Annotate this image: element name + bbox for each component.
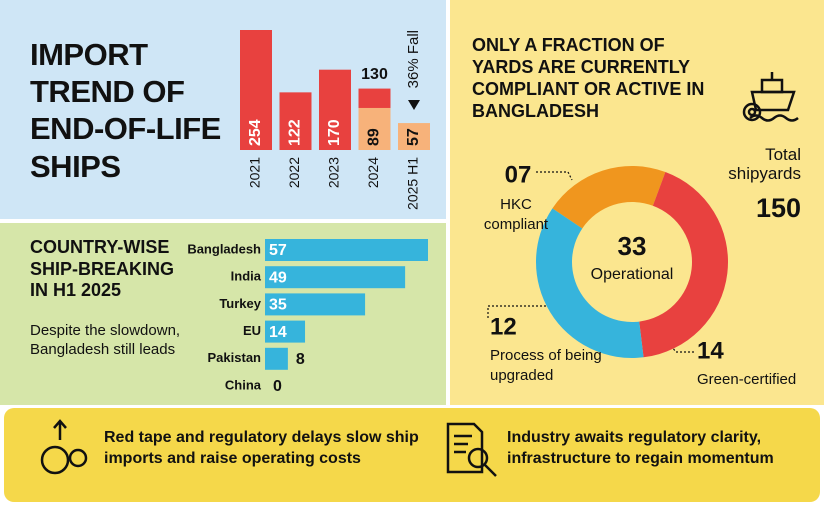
value-label: 12 — [490, 313, 517, 340]
value-label: 35 — [269, 297, 287, 314]
bar — [265, 293, 366, 316]
value-label: 0 — [273, 378, 282, 395]
leader-lines — [487, 171, 694, 353]
total-value: 150 — [755, 193, 801, 223]
bar — [319, 69, 351, 150]
donut-segment — [536, 208, 644, 359]
category-label: Process of being upgraded — [490, 347, 602, 384]
center-value: 33 — [618, 231, 647, 261]
value-label: 170 — [326, 119, 343, 146]
donut-segment — [552, 166, 666, 229]
bar — [265, 239, 428, 261]
chart-subtitle: Despite the slowdown, Bangladesh still l… — [30, 322, 181, 358]
value-label: 8 — [296, 351, 305, 368]
value-label: 14 — [697, 337, 724, 364]
bar — [240, 30, 272, 150]
value-label: 57 — [269, 242, 287, 259]
annotation-arrow — [408, 100, 420, 110]
value-label: 07 — [505, 161, 532, 188]
x-tick-label: 2025 H1 — [405, 157, 421, 210]
bar — [398, 123, 430, 150]
y-tick-label: Bangladesh — [187, 241, 261, 256]
bar — [265, 320, 306, 343]
value-label: 57 — [405, 128, 422, 146]
category-label: Green-certified — [697, 371, 797, 388]
category-label: HKC compliant — [483, 196, 549, 233]
value-label: 49 — [269, 269, 287, 286]
value-label: 130 — [361, 66, 388, 83]
y-tick-label: Pakistan — [208, 350, 262, 365]
y-tick-label: China — [225, 377, 262, 392]
x-tick-label: 2022 — [286, 157, 302, 188]
value-label: 14 — [269, 324, 287, 341]
total-label: Total shipyards — [728, 145, 801, 183]
note: Industry awaits regulatory clarity, infr… — [507, 429, 774, 467]
x-tick-label: 2024 — [365, 157, 381, 188]
value-label: 254 — [247, 119, 264, 146]
x-tick-label: 2021 — [247, 157, 263, 188]
note: Red tape and regulatory delays slow ship… — [104, 429, 419, 467]
annotation: 36% Fall — [405, 30, 422, 88]
value-label: 122 — [287, 119, 304, 146]
chart-title: ONLY A FRACTION OF YARDS ARE CURRENTLY C… — [472, 35, 705, 121]
document-icon — [446, 422, 497, 477]
y-tick-label: Turkey — [219, 296, 261, 311]
ship-icon — [742, 72, 799, 122]
panel-notes — [4, 408, 820, 502]
chart-title: IMPORT TREND OF END-OF-LIFE SHIPS — [30, 37, 221, 184]
x-tick-label: 2023 — [326, 157, 342, 188]
value-label: 89 — [366, 128, 383, 146]
chart-title: COUNTRY-WISE SHIP-BREAKING IN H1 2025 — [30, 237, 175, 301]
bar — [279, 92, 312, 150]
bar — [265, 347, 288, 370]
center-label: Operational — [591, 266, 674, 283]
bar — [265, 266, 406, 289]
donut-segment — [639, 171, 729, 358]
bar — [358, 107, 391, 150]
y-tick-label: India — [231, 269, 262, 284]
cost-icon — [40, 419, 88, 475]
y-tick-label: EU — [243, 323, 261, 338]
